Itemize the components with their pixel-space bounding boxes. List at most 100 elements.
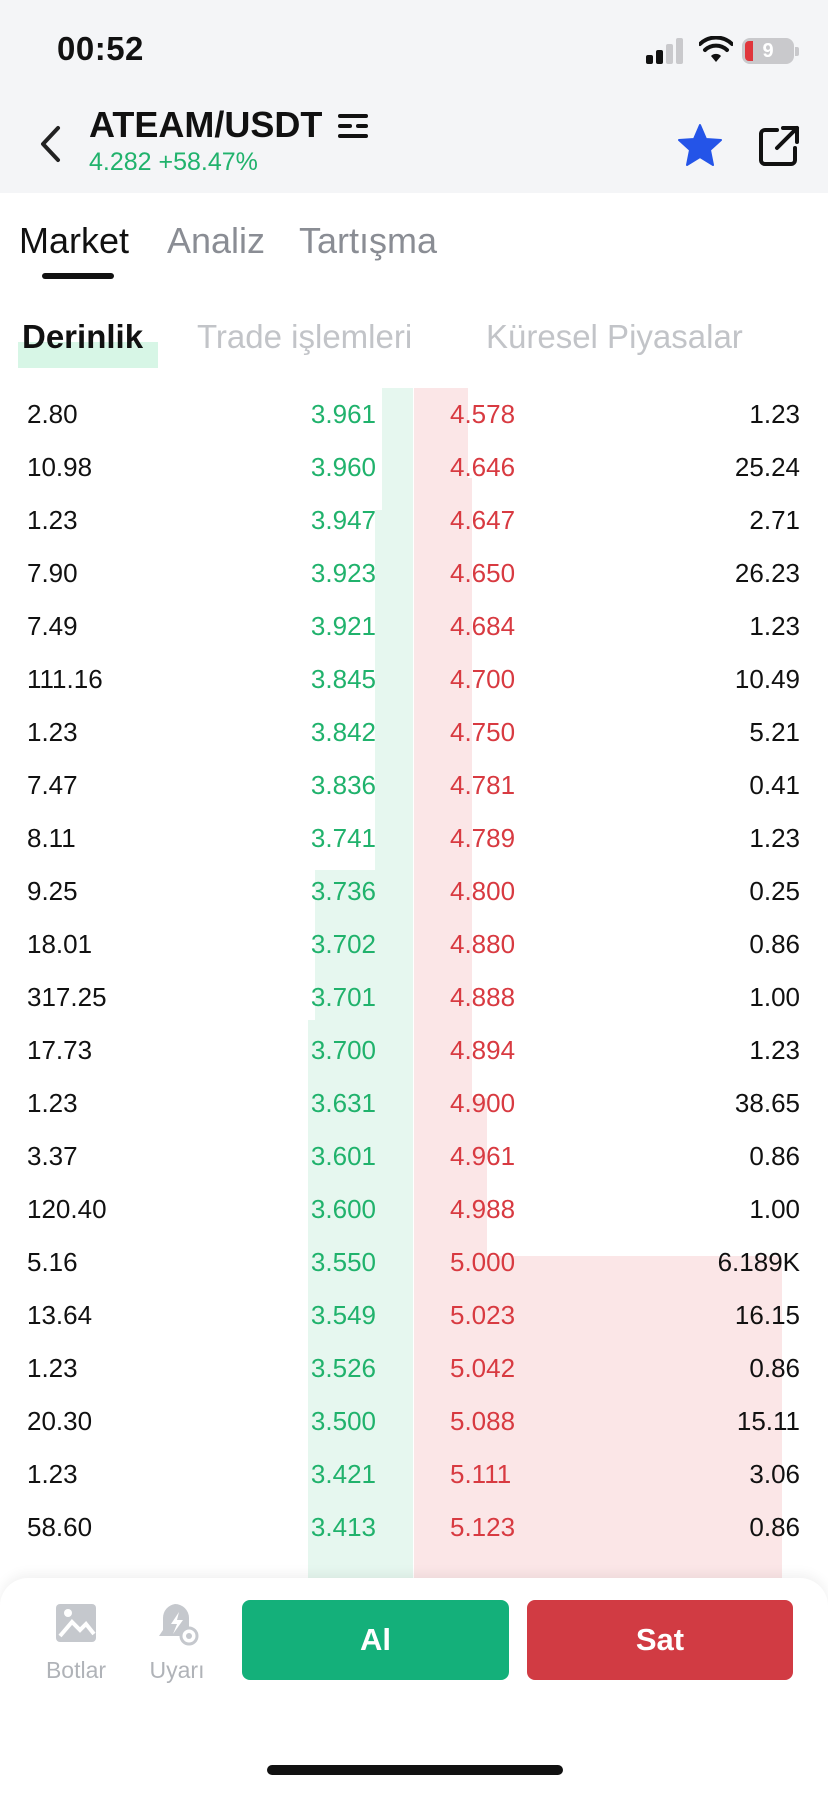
ask-price: 5.123 — [450, 1512, 516, 1542]
bid-price: 3.736 — [310, 876, 376, 906]
bid-amount: 7.90 — [27, 558, 78, 588]
order-book-row[interactable]: 18.01 3.702 4.880 0.86 — [0, 918, 828, 971]
order-book-row[interactable]: 17.73 3.700 4.894 1.23 — [0, 1024, 828, 1077]
order-book-row[interactable]: 1.23 3.947 4.647 2.71 — [0, 494, 828, 547]
bid-amount: 8.11 — [27, 823, 76, 853]
ask-amount: 1.00 — [749, 982, 800, 1012]
bid-amount: 7.49 — [27, 611, 78, 641]
bid-price: 3.702 — [310, 929, 376, 959]
favorite-star-icon[interactable] — [676, 122, 724, 170]
bid-price: 3.500 — [310, 1406, 376, 1436]
bid-amount: 111.16 — [27, 664, 103, 694]
bid-price: 3.961 — [310, 399, 376, 429]
ask-amount: 0.86 — [749, 1353, 800, 1383]
ask-price: 4.781 — [450, 770, 516, 800]
ask-price: 5.023 — [450, 1300, 516, 1330]
active-subtab-highlight — [18, 342, 158, 368]
ask-amount: 1.00 — [749, 1194, 800, 1224]
bid-amount: 18.01 — [27, 929, 93, 959]
back-button[interactable] — [30, 122, 70, 166]
battery-icon: 9 — [742, 38, 799, 64]
bid-price: 3.701 — [310, 982, 376, 1012]
order-book-row[interactable]: 3.37 3.601 4.961 0.86 — [0, 1130, 828, 1183]
bid-price: 3.923 — [310, 558, 376, 588]
pair-price-change: 4.282 +58.47% — [89, 148, 258, 176]
share-icon[interactable] — [757, 124, 801, 168]
pair-switch-menu-icon[interactable] — [338, 112, 370, 140]
order-book-row[interactable]: 5.16 3.550 5.000 6.189K — [0, 1236, 828, 1289]
header: ATEAM/USDT 4.282 +58.47% — [0, 100, 828, 193]
bid-depth-area — [308, 388, 413, 1578]
ask-price: 4.900 — [450, 1088, 516, 1118]
order-book-row[interactable]: 10.98 3.960 4.646 25.24 — [0, 441, 828, 494]
ask-price: 4.578 — [450, 399, 516, 429]
depth-chart-background — [308, 388, 782, 1578]
order-book-row[interactable]: 13.64 3.549 5.023 16.15 — [0, 1289, 828, 1342]
status-time: 00:52 — [57, 30, 144, 67]
bid-price: 3.836 — [310, 770, 376, 800]
order-book-row[interactable]: 58.60 3.413 5.123 0.86 — [0, 1501, 828, 1554]
ask-depth-area — [414, 388, 782, 1578]
bid-price: 3.842 — [310, 717, 376, 747]
bid-price: 3.550 — [310, 1247, 376, 1277]
subtab-derinlik[interactable]: Derinlik — [22, 318, 144, 355]
alerts-label: Uyarı — [149, 1657, 205, 1683]
order-book-row[interactable]: 20.30 3.500 5.088 15.11 — [0, 1395, 828, 1448]
ask-price: 4.888 — [450, 982, 516, 1012]
order-book-row[interactable]: 1.23 3.526 5.042 0.86 — [0, 1342, 828, 1395]
bid-price: 3.631 — [310, 1088, 376, 1118]
bid-price: 3.960 — [310, 452, 376, 482]
ask-amount: 0.25 — [749, 876, 800, 906]
ask-price: 4.650 — [450, 558, 516, 588]
ask-amount: 3.06 — [749, 1459, 800, 1489]
order-book-row[interactable]: 8.11 3.741 4.789 1.23 — [0, 812, 828, 865]
order-book-row[interactable]: 7.47 3.836 4.781 0.41 — [0, 759, 828, 812]
cellular-signal-icon — [646, 38, 686, 64]
bots-button[interactable]: Botlar — [31, 1600, 121, 1684]
bid-amount: 13.64 — [27, 1300, 93, 1330]
ask-amount: 0.41 — [749, 770, 800, 800]
order-book-row[interactable]: 1.23 3.421 5.111 3.06 — [0, 1448, 828, 1501]
ask-price: 5.000 — [450, 1247, 516, 1277]
order-book-row[interactable]: 1.23 3.631 4.900 38.65 — [0, 1077, 828, 1130]
tab-market[interactable]: Market — [19, 220, 130, 261]
sell-button[interactable]: Sat — [527, 1600, 793, 1680]
subtab-trade-islemleri[interactable]: Trade işlemleri — [197, 318, 413, 355]
subtab-kuresel-piyasalar[interactable]: Küresel Piyasalar — [486, 318, 743, 355]
bid-price: 3.549 — [310, 1300, 376, 1330]
order-book-row[interactable]: 111.16 3.845 4.700 10.49 — [0, 653, 828, 706]
bid-amount: 2.80 — [27, 399, 78, 429]
home-indicator[interactable] — [267, 1765, 563, 1775]
order-book-row[interactable]: 7.49 3.921 4.684 1.23 — [0, 600, 828, 653]
bid-price: 3.947 — [310, 505, 376, 535]
alerts-button[interactable]: Uyarı — [132, 1600, 222, 1684]
ask-price: 4.800 — [450, 876, 516, 906]
ask-amount: 38.65 — [734, 1088, 800, 1118]
bid-amount: 10.98 — [27, 452, 93, 482]
order-book-row[interactable]: 1.23 3.842 4.750 5.21 — [0, 706, 828, 759]
ask-amount: 0.86 — [749, 1141, 800, 1171]
order-book-row[interactable]: 317.25 3.701 4.888 1.00 — [0, 971, 828, 1024]
order-book-row[interactable]: 7.90 3.923 4.650 26.23 — [0, 547, 828, 600]
ask-amount: 26.23 — [734, 558, 800, 588]
ask-price: 5.088 — [450, 1406, 516, 1436]
bid-amount: 1.23 — [27, 1459, 78, 1489]
ask-amount: 16.15 — [734, 1300, 800, 1330]
ask-price: 5.042 — [450, 1353, 516, 1383]
buy-button[interactable]: Al — [242, 1600, 509, 1680]
ask-amount: 15.11 — [736, 1406, 800, 1436]
order-book-row[interactable]: 120.40 3.600 4.988 1.00 — [0, 1183, 828, 1236]
pair-title[interactable]: ATEAM/USDT — [89, 104, 323, 145]
bid-price: 3.845 — [310, 664, 376, 694]
bid-amount: 7.47 — [27, 770, 78, 800]
tab-analiz[interactable]: Analiz — [167, 220, 266, 261]
order-book-row[interactable]: 9.25 3.736 4.800 0.25 — [0, 865, 828, 918]
bid-price: 3.413 — [310, 1512, 376, 1542]
bid-amount: 317.25 — [27, 982, 107, 1012]
ask-amount: 1.23 — [749, 611, 800, 641]
ask-price: 5.111 — [450, 1459, 512, 1489]
tab-tartisma[interactable]: Tartışma — [299, 220, 438, 261]
ask-amount: 1.23 — [749, 823, 800, 853]
bid-amount: 120.40 — [27, 1194, 107, 1224]
order-book-row[interactable]: 2.80 3.961 4.578 1.23 — [0, 388, 828, 441]
